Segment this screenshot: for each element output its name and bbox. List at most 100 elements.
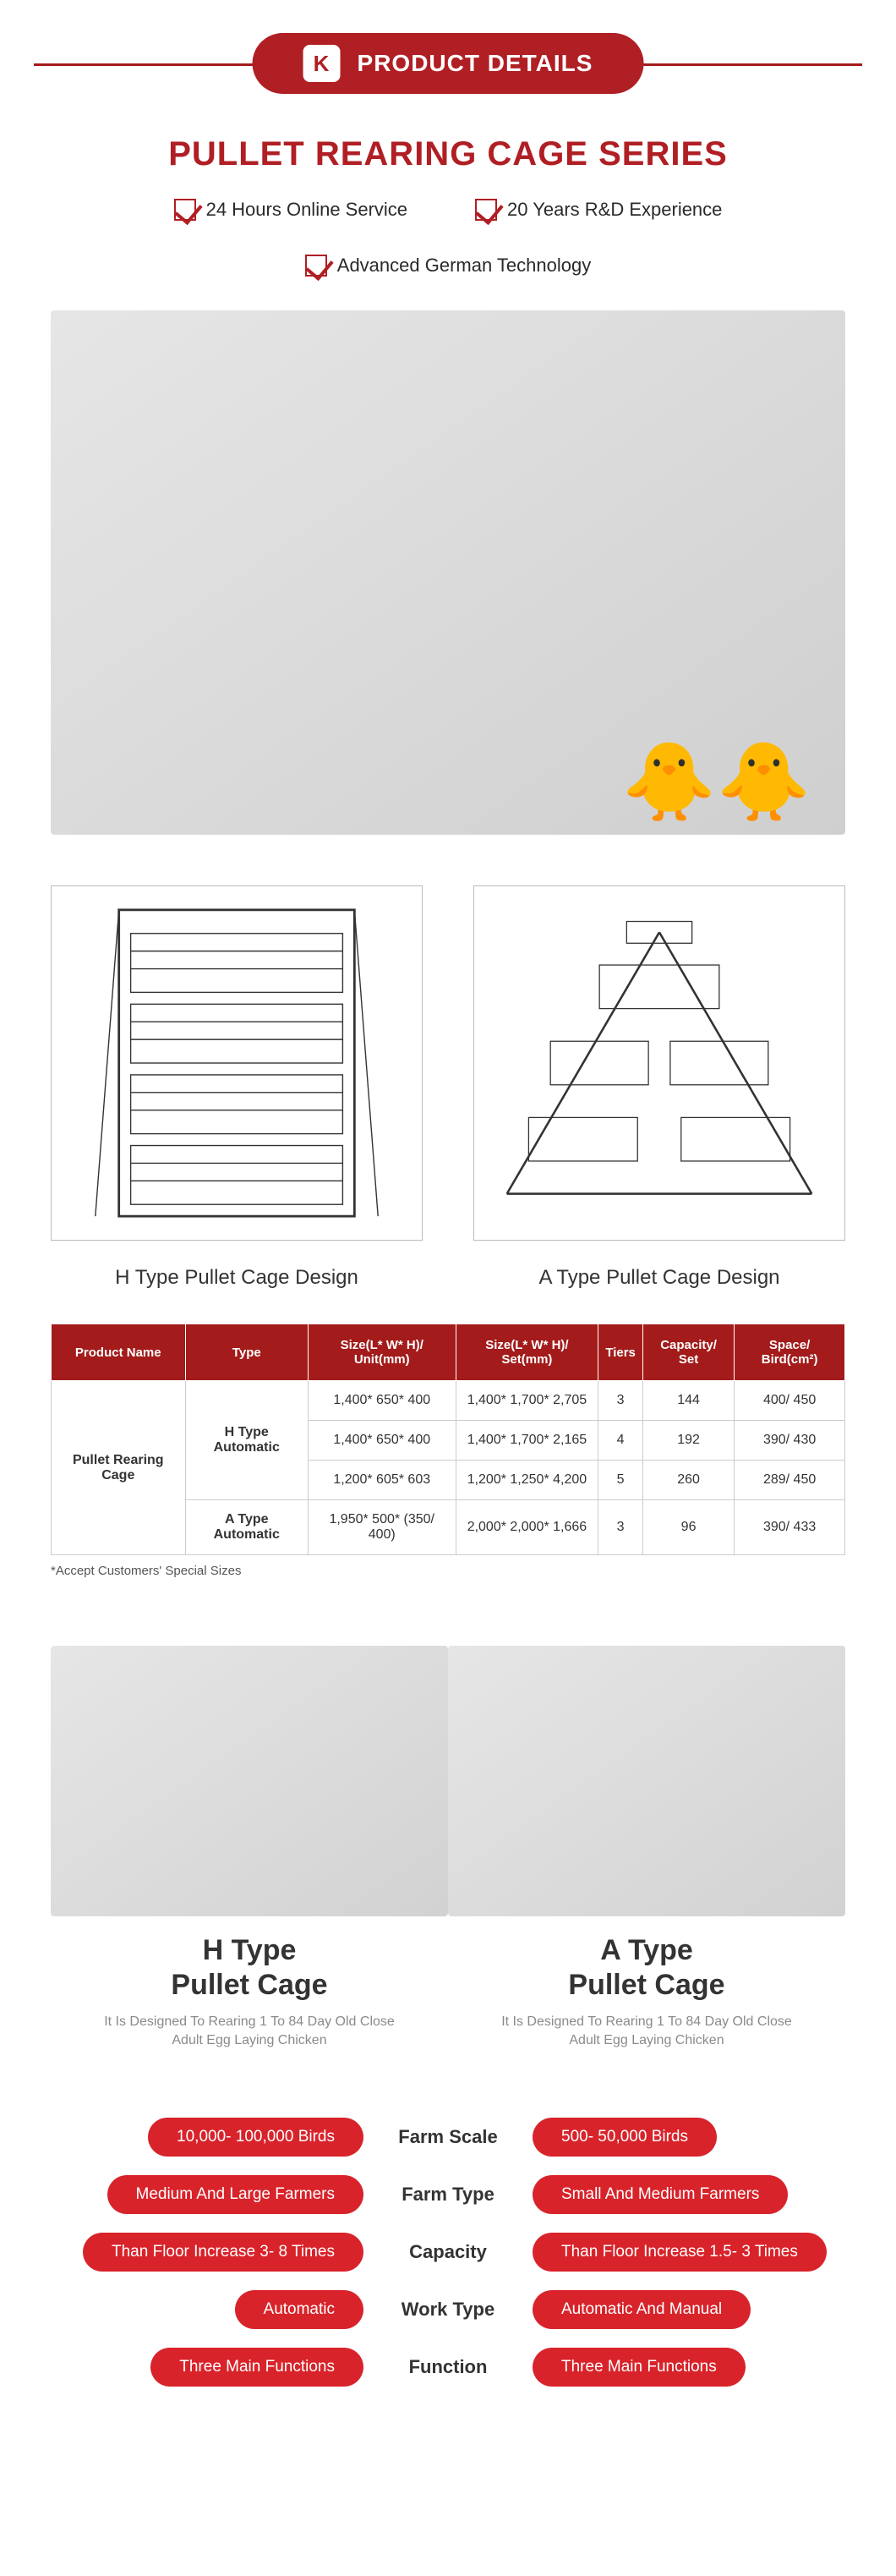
td: 3 (598, 1500, 643, 1555)
td: 144 (642, 1381, 734, 1421)
td: 1,400* 1,700* 2,705 (456, 1381, 598, 1421)
table-note: *Accept Customers' Special Sizes (51, 1564, 845, 1578)
spec-pill-left: Three Main Functions (150, 2348, 363, 2387)
td: 1,200* 1,250* 4,200 (456, 1461, 598, 1500)
feature-text: Advanced German Technology (337, 255, 591, 277)
compare-spec-row: 10,000- 100,000 BirdsFarm Scale500- 50,0… (51, 2118, 845, 2157)
th: Size(L* W* H)/ Unit(mm) (308, 1324, 456, 1381)
spec-mid-label: Farm Type (363, 2184, 533, 2206)
th: Capacity/ Set (642, 1324, 734, 1381)
features-row: 24 Hours Online Service 20 Years R&D Exp… (101, 199, 795, 277)
td: 390/ 433 (735, 1500, 845, 1555)
h-type-diagram (51, 885, 423, 1241)
spec-right: Three Main Functions (533, 2348, 845, 2387)
h-type-title: H TypePullet Cage (171, 1933, 327, 2003)
header-badge-text: PRODUCT DETAILS (358, 50, 593, 77)
spec-mid-label: Work Type (363, 2299, 533, 2321)
spec-pill-left: Medium And Large Farmers (107, 2175, 364, 2214)
a-type-label: A Type Pullet Cage Design (473, 1266, 845, 1290)
spec-table: Product Name Type Size(L* W* H)/ Unit(mm… (51, 1324, 845, 1555)
spec-left: Automatic (51, 2290, 363, 2329)
spec-rows: 10,000- 100,000 BirdsFarm Scale500- 50,0… (0, 2118, 896, 2387)
spec-pill-right: Than Floor Increase 1.5- 3 Times (533, 2233, 827, 2272)
spec-pill-right: Three Main Functions (533, 2348, 746, 2387)
td: 192 (642, 1421, 734, 1461)
h-type-product-image (51, 1646, 448, 1916)
title-line: Pullet Cage (568, 1969, 724, 2001)
h-type-svg (52, 886, 422, 1240)
spec-left: Medium And Large Farmers (51, 2175, 363, 2214)
table-header-row: Product Name Type Size(L* W* H)/ Unit(mm… (52, 1324, 845, 1381)
th: Type (185, 1324, 308, 1381)
td: 289/ 450 (735, 1461, 845, 1500)
spec-pill-left: 10,000- 100,000 Birds (148, 2118, 363, 2157)
spec-left: Than Floor Increase 3- 8 Times (51, 2233, 363, 2272)
td: 4 (598, 1421, 643, 1461)
spec-pill-right: 500- 50,000 Birds (533, 2118, 717, 2157)
th: Space/ Bird(cm²) (735, 1324, 845, 1381)
compare-spec-row: Three Main FunctionsFunctionThree Main F… (51, 2348, 845, 2387)
spec-left: 10,000- 100,000 Birds (51, 2118, 363, 2157)
td: 400/ 450 (735, 1381, 845, 1421)
check-icon (174, 199, 196, 221)
compare-spec-row: Than Floor Increase 3- 8 TimesCapacityTh… (51, 2233, 845, 2272)
series-title: PULLET REARING CAGE SERIES (0, 135, 896, 173)
spec-pill-left: Than Floor Increase 3- 8 Times (83, 2233, 363, 2272)
td: 390/ 430 (735, 1421, 845, 1461)
a-type-title: A TypePullet Cage (568, 1933, 724, 2003)
design-diagrams: H Type Pullet Cage Design A Type Pullet … (51, 885, 845, 1290)
td: 1,200* 605* 603 (308, 1461, 456, 1500)
feature-item: Advanced German Technology (305, 255, 591, 277)
a-type-product-image (448, 1646, 845, 1916)
td: 1,400* 650* 400 (308, 1421, 456, 1461)
h-type-sub: It Is Designed To Rearing 1 To 84 Day Ol… (97, 2013, 402, 2051)
feature-text: 24 Hours Online Service (206, 199, 407, 221)
td: 1,400* 650* 400 (308, 1381, 456, 1421)
spec-pill-left: Automatic (235, 2290, 363, 2329)
td: 1,950* 500* (350/ 400) (308, 1500, 456, 1555)
compare-spec-row: AutomaticWork TypeAutomatic And Manual (51, 2290, 845, 2329)
td: 96 (642, 1500, 734, 1555)
design-a-type: A Type Pullet Cage Design (473, 885, 845, 1290)
h-type-label: H Type Pullet Cage Design (51, 1266, 423, 1290)
td-product: Pullet Rearing Cage (52, 1381, 186, 1555)
th: Size(L* W* H)/ Set(mm) (456, 1324, 598, 1381)
check-icon (475, 199, 497, 221)
title-line: A Type (600, 1934, 693, 1966)
spec-mid-label: Function (363, 2356, 533, 2378)
feature-item: 20 Years R&D Experience (475, 199, 722, 221)
spec-right: Than Floor Increase 1.5- 3 Times (533, 2233, 845, 2272)
design-h-type: H Type Pullet Cage Design (51, 885, 423, 1290)
brand-icon: K (303, 45, 341, 82)
spec-right: Small And Medium Farmers (533, 2175, 845, 2214)
td: 5 (598, 1461, 643, 1500)
spec-pill-right: Automatic And Manual (533, 2290, 751, 2329)
td: 3 (598, 1381, 643, 1421)
compare-right: A TypePullet Cage It Is Designed To Rear… (448, 1646, 845, 2084)
spec-right: 500- 50,000 Birds (533, 2118, 845, 2157)
table-row: Pullet Rearing Cage H Type Automatic 1,4… (52, 1381, 845, 1421)
header-banner: K PRODUCT DETAILS (0, 34, 896, 93)
td: 260 (642, 1461, 734, 1500)
td: 1,400* 1,700* 2,165 (456, 1421, 598, 1461)
a-type-diagram (473, 885, 845, 1241)
td: 2,000* 2,000* 1,666 (456, 1500, 598, 1555)
feature-item: 24 Hours Online Service (174, 199, 407, 221)
spec-pill-right: Small And Medium Farmers (533, 2175, 788, 2214)
compare-spec-row: Medium And Large FarmersFarm TypeSmall A… (51, 2175, 845, 2214)
a-type-svg (474, 886, 844, 1240)
compare-left: H TypePullet Cage It Is Designed To Rear… (51, 1646, 448, 2084)
td-type: A Type Automatic (185, 1500, 308, 1555)
feature-text: 20 Years R&D Experience (507, 199, 722, 221)
header-badge: K PRODUCT DETAILS (253, 33, 644, 94)
a-type-sub: It Is Designed To Rearing 1 To 84 Day Ol… (494, 2013, 799, 2051)
check-icon (305, 255, 327, 277)
spec-right: Automatic And Manual (533, 2290, 845, 2329)
title-line: Pullet Cage (171, 1969, 327, 2001)
compare-section: H TypePullet Cage It Is Designed To Rear… (51, 1646, 845, 2084)
th: Product Name (52, 1324, 186, 1381)
spec-left: Three Main Functions (51, 2348, 363, 2387)
th: Tiers (598, 1324, 643, 1381)
title-line: H Type (203, 1934, 297, 1966)
spec-mid-label: Capacity (363, 2241, 533, 2263)
